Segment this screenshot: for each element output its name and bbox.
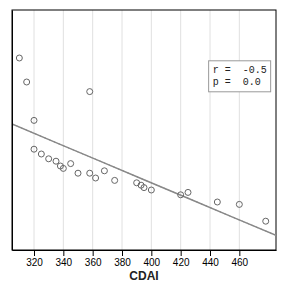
regression-line (12, 124, 276, 235)
y-axis (12, 11, 13, 251)
grid-line (92, 10, 93, 250)
point (24, 79, 30, 85)
grid-line (239, 10, 240, 250)
x-axis-line (13, 250, 277, 251)
x-tick-label: 380 (114, 257, 131, 268)
x-tick-label: 420 (173, 257, 190, 268)
confidence-line (12, 124, 276, 235)
grid-line (151, 10, 152, 250)
x-tick: 460 (231, 250, 248, 268)
grid-line (34, 10, 35, 250)
x-tick-label: 360 (85, 257, 102, 268)
x-tick: 400 (143, 250, 160, 268)
x-tick-mark (122, 250, 123, 256)
x-tick: 360 (85, 250, 102, 268)
x-tick-label: 440 (202, 257, 219, 268)
point (31, 146, 37, 152)
point (87, 89, 93, 95)
x-tick-mark (63, 250, 64, 256)
plot-frame (12, 10, 276, 250)
annotation-line: p = 0.0 (213, 77, 261, 88)
point (46, 156, 52, 162)
x-tick: 380 (114, 250, 131, 268)
x-axis: 320 340 360 380 400 420 440 460 (13, 250, 277, 268)
annotation-box (209, 61, 271, 92)
point (185, 189, 191, 195)
point (112, 177, 118, 183)
grid-line (122, 10, 123, 250)
point (68, 161, 74, 167)
point (178, 192, 184, 198)
x-axis-title: CDAI (129, 269, 158, 283)
x-tick-label: 460 (231, 257, 248, 268)
x-tick-label: 400 (143, 257, 160, 268)
x-tick-label: 340 (55, 257, 72, 268)
x-tick-mark (34, 250, 35, 256)
grid-line (63, 10, 64, 250)
marks (12, 55, 276, 235)
x-tick-label: 320 (26, 257, 43, 268)
point (60, 165, 66, 171)
point (101, 168, 107, 174)
x-tick: 320 (26, 250, 43, 268)
confidence-line (12, 124, 276, 235)
point (75, 170, 81, 176)
point (93, 175, 99, 181)
point (148, 187, 154, 193)
point (87, 170, 93, 176)
y-axis-line (12, 11, 13, 251)
chart: 320 340 360 380 400 420 440 460 CDAI r = -0.5p = … (0, 0, 288, 288)
point (214, 199, 220, 205)
point (53, 158, 59, 164)
x-tick: 340 (55, 250, 72, 268)
annotation-line: r = -0.5 (213, 65, 267, 76)
point (141, 185, 147, 191)
x-tick-mark (210, 250, 211, 256)
x-tick-mark (151, 250, 152, 256)
point (263, 218, 269, 224)
point (31, 117, 37, 123)
x-tick: 440 (202, 250, 219, 268)
x-tick-mark (181, 250, 182, 256)
point (38, 151, 44, 157)
grid-line (210, 10, 211, 250)
point (236, 201, 242, 207)
grid-line (180, 10, 181, 250)
annotation: r = -0.5p = 0.0 (209, 61, 271, 92)
annotation-text: r = -0.5p = 0.0 (213, 65, 267, 88)
x-tick-mark (93, 250, 94, 256)
x-tick: 420 (173, 250, 190, 268)
x-tick-mark (239, 250, 240, 256)
point (16, 55, 22, 61)
grid (34, 10, 239, 250)
